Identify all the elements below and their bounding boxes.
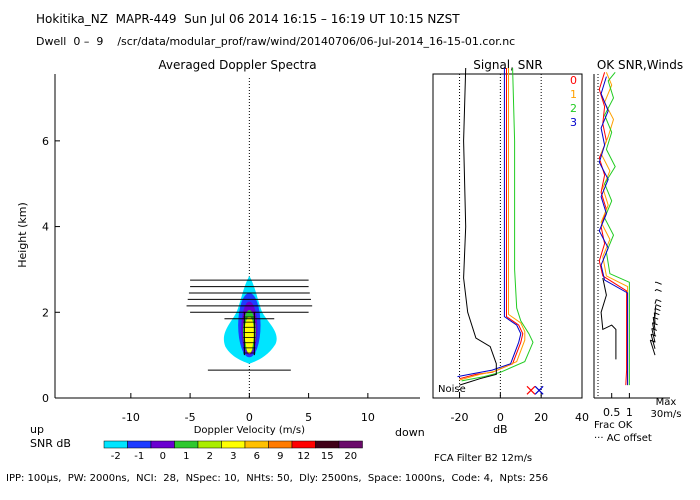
height-tick-label: 2 (42, 306, 49, 319)
wind-barb-flag (656, 299, 662, 303)
ok-line-3 (598, 76, 629, 386)
ac-offset-label: ··· AC offset (594, 433, 652, 444)
colorbar-swatch (291, 440, 316, 449)
footer-parameters: IPP: 100μs, PW: 2000ns, NCI: 28, NSpec: … (6, 473, 549, 484)
colorbar-swatch (127, 440, 152, 449)
colorbar-tick-label: -1 (134, 451, 144, 462)
wind-barb (652, 317, 656, 330)
signal-marker (526, 385, 536, 395)
colorbar-swatch (268, 440, 293, 449)
height-tick-label: 6 (42, 135, 49, 148)
height-tick-label: 4 (42, 221, 49, 234)
wind-barb (654, 289, 657, 292)
max-label: Max (656, 397, 677, 408)
colorbar-tick-label: -2 (111, 451, 121, 462)
colorbar-label: SNR dB (30, 437, 71, 450)
colorbar-swatch (197, 440, 222, 449)
colorbar-swatch (221, 440, 246, 449)
colorbar-tick-label: 6 (254, 451, 260, 462)
wind-barb-flag (655, 308, 661, 312)
wind-barb-flag (656, 288, 662, 292)
signal-line-noise (459, 67, 497, 386)
colorbar-swatch (315, 440, 340, 449)
signal-tick-label: -20 (451, 411, 469, 424)
ok-line-1 (600, 72, 629, 386)
colorbar-swatch (338, 440, 363, 449)
down-label: down (395, 426, 425, 439)
wind-barb-flag (652, 316, 659, 320)
colorbar-swatch (244, 440, 269, 449)
doppler-axis-label: Doppler Velocity (m/s) (194, 425, 305, 436)
height-tick-label: 0 (42, 392, 49, 405)
doppler-tick-label: 0 (246, 411, 253, 424)
colorbar-tick-label: 15 (321, 451, 334, 462)
up-label: up (30, 423, 44, 436)
colorbar-tick-label: 12 (297, 451, 310, 462)
colorbar-swatch (103, 440, 128, 449)
signal-tick-label: 20 (534, 411, 548, 424)
ok-title: OK SNR,Winds (597, 58, 683, 72)
signal-line-3 (457, 68, 522, 378)
ok-tick-label: 0.5 (603, 406, 621, 419)
signal-line-2 (461, 67, 534, 382)
spectra-snr-core (245, 317, 254, 354)
ok-line-0 (598, 72, 628, 386)
signal-line-0 (459, 68, 524, 380)
signal-title: Signal, SNR (473, 58, 542, 72)
fca-filter-label: FCA Filter B2 12m/s (434, 453, 532, 464)
noise-label: Noise (438, 384, 466, 395)
wind-barb-flag (651, 327, 657, 331)
ok-line-ac-offset (600, 277, 617, 360)
colorbar-tick-label: 1 (183, 451, 189, 462)
doppler-tick-label: 5 (305, 411, 312, 424)
wind-barb-flag (656, 281, 662, 285)
wind-barb (650, 334, 656, 349)
max-speed-label: 30m/s (650, 409, 681, 420)
ok-tick-label: 1 (626, 406, 633, 419)
colorbar-tick-label: 20 (344, 451, 357, 462)
ok-legend-entry: 2 (570, 102, 577, 115)
header-title: Hokitika_NZ MAPR-449 Sun Jul 06 2014 16:… (36, 12, 460, 26)
frac-ok-label: Frac OK (594, 420, 633, 431)
spectra-title: Averaged Doppler Spectra (158, 58, 316, 72)
doppler-tick-label: -10 (122, 411, 140, 424)
height-axis-label: Height (km) (16, 202, 29, 268)
signal-marker (534, 385, 544, 395)
wind-barb (649, 339, 656, 356)
colorbar-tick-label: 9 (277, 451, 283, 462)
colorbar-swatch (174, 440, 199, 449)
colorbar-tick-label: 0 (160, 451, 166, 462)
ok-legend-entry: 3 (570, 116, 577, 129)
ok-legend-entry: 0 (570, 74, 577, 87)
ok-legend-entry: 1 (570, 88, 577, 101)
wind-barb-flag (655, 304, 662, 308)
wind-barb-flag (652, 322, 658, 326)
colorbar-tick-label: 2 (207, 451, 213, 462)
signal-tick-label: 0 (497, 411, 504, 424)
signal-tick-label: 40 (575, 411, 589, 424)
colorbar-tick-label: 3 (230, 451, 236, 462)
wind-barb (654, 299, 657, 304)
doppler-tick-label: -5 (185, 411, 196, 424)
signal-frame (432, 73, 583, 399)
signal-axis-label: dB (493, 423, 508, 436)
header-dwell: Dwell 0 – 9 /scr/data/modular_prof/raw/w… (36, 35, 516, 48)
signal-line-1 (459, 68, 526, 381)
ok-line-2 (604, 71, 630, 386)
wind-barb (652, 322, 656, 336)
doppler-tick-label: 10 (361, 411, 375, 424)
wind-barb (654, 304, 657, 311)
wind-barb (653, 312, 656, 324)
colorbar-swatch (150, 440, 175, 449)
wind-barb (651, 328, 656, 343)
